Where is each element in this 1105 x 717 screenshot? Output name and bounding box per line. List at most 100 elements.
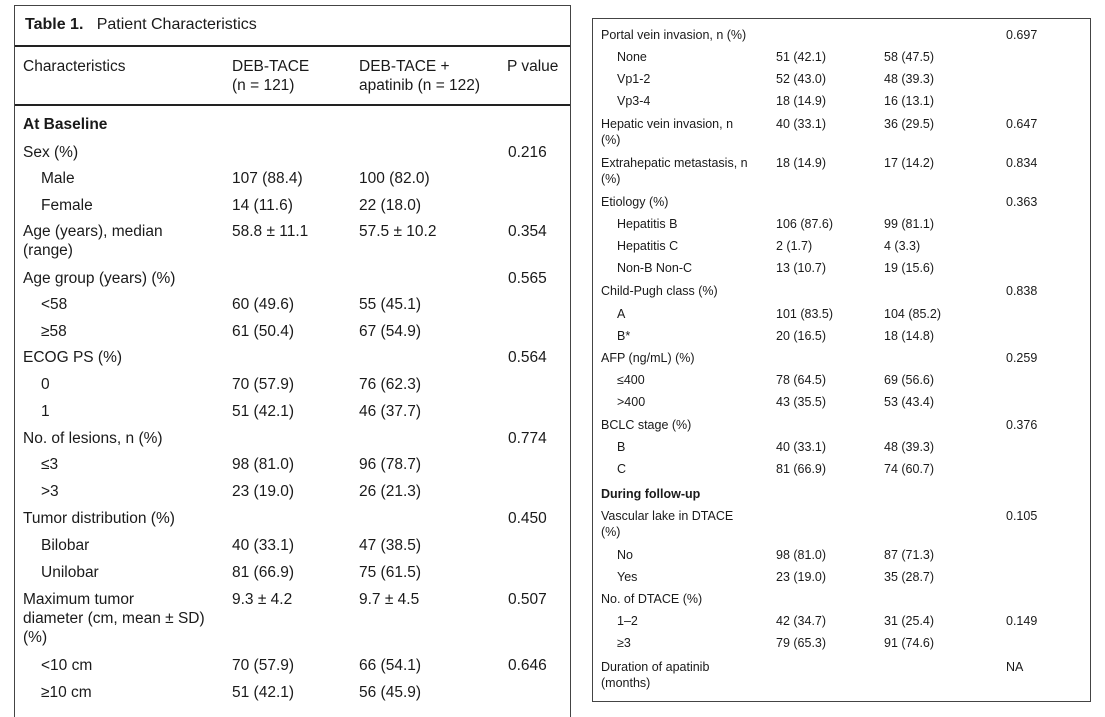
group2-value: 4 (3.3)	[884, 239, 921, 253]
row-label: (months)	[601, 676, 651, 690]
group1-value: 23 (19.0)	[232, 483, 295, 500]
row-label: 0	[41, 376, 50, 393]
row-label: (range)	[23, 242, 73, 259]
p-value: 0.565	[508, 270, 547, 287]
p-value: 0.834	[1006, 156, 1038, 170]
group2-value: 48 (39.3)	[884, 440, 935, 454]
table-left-panel: Table 1. Patient Characteristics Charact…	[14, 5, 571, 717]
row-label: Unilobar	[41, 564, 99, 581]
p-value: 0.376	[1006, 418, 1038, 432]
table-number: Table 1.	[25, 16, 84, 33]
header-group2-line2: apatinib (n = 122)	[359, 77, 481, 94]
group2-value: 91 (74.6)	[884, 636, 935, 650]
row-label: Vascular lake in DTACE	[601, 509, 734, 523]
row-label: Sex (%)	[23, 144, 79, 161]
p-value: 0.259	[1006, 351, 1038, 365]
group1-value: 70 (57.9)	[232, 657, 295, 674]
group2-value: 22 (18.0)	[359, 197, 422, 214]
p-value: 0.354	[508, 223, 547, 240]
header-rule	[15, 104, 570, 106]
row-label: Tumor distribution (%)	[23, 510, 175, 527]
group1-value: 14 (11.6)	[232, 197, 293, 214]
row-label: 1–2	[617, 614, 638, 628]
p-value: NA	[1006, 660, 1024, 674]
group1-value: 61 (50.4)	[232, 323, 295, 340]
row-label: Portal vein invasion, n (%)	[601, 28, 747, 42]
group2-value: 58 (47.5)	[884, 50, 935, 64]
header-pvalue: P value	[507, 58, 559, 75]
group2-value: 53 (43.4)	[884, 395, 935, 409]
row-label: Male	[41, 170, 75, 187]
group2-value: 69 (56.6)	[884, 373, 935, 387]
group1-value: 98 (81.0)	[776, 548, 827, 562]
group1-value: 20 (16.5)	[776, 329, 827, 343]
row-label: (%)	[601, 172, 621, 186]
group1-value: 98 (81.0)	[232, 456, 295, 473]
row-label: No. of DTACE (%)	[601, 592, 703, 606]
p-value: 0.774	[508, 430, 547, 447]
row-label: ECOG PS (%)	[23, 349, 123, 366]
group1-value: 78 (64.5)	[776, 373, 827, 387]
group1-value: 70 (57.9)	[232, 376, 295, 393]
group1-value: 106 (87.6)	[776, 217, 833, 231]
header-characteristics: Characteristics	[23, 58, 126, 75]
row-label: Female	[41, 197, 93, 214]
row-label: diameter (cm, mean ± SD)	[23, 610, 205, 627]
row-label: >3	[41, 483, 59, 500]
p-value: 0.838	[1006, 284, 1038, 298]
row-label: Bilobar	[41, 537, 90, 554]
table-right-panel: Portal vein invasion, n (%) 0.697 None 51 (…	[592, 18, 1091, 702]
row-label: ≥58	[41, 323, 67, 340]
row-label: B*	[617, 329, 631, 343]
group2-value: 47 (38.5)	[359, 537, 422, 554]
group2-value: 36 (29.5)	[884, 117, 935, 131]
group2-value: 19 (15.6)	[884, 261, 935, 275]
group1-value: 40 (33.1)	[776, 117, 827, 131]
group2-value: 46 (37.7)	[359, 403, 422, 420]
row-label: <10 cm	[41, 657, 93, 674]
p-value: 0.105	[1006, 509, 1038, 523]
row-label: No. of lesions, n (%)	[23, 430, 163, 447]
row-label: 1	[41, 403, 50, 420]
group1-value: 107 (88.4)	[232, 170, 303, 187]
group2-value: 87 (71.3)	[884, 548, 935, 562]
group1-value: 18 (14.9)	[776, 94, 827, 108]
row-label: Child-Pugh class (%)	[601, 284, 718, 298]
row-label: At Baseline	[23, 116, 108, 133]
group1-value: 40 (33.1)	[232, 537, 295, 554]
group2-value: 76 (62.3)	[359, 376, 422, 393]
row-label: A	[617, 307, 626, 321]
group2-value: 18 (14.8)	[884, 329, 935, 343]
group2-value: 17 (14.2)	[884, 156, 935, 170]
p-value: 0.646	[508, 657, 547, 674]
row-label: (%)	[601, 133, 621, 147]
group1-value: 79 (65.3)	[776, 636, 827, 650]
group1-value: 43 (35.5)	[776, 395, 827, 409]
row-label: (%)	[601, 525, 621, 539]
group1-value: 60 (49.6)	[232, 296, 295, 313]
group2-value: 26 (21.3)	[359, 483, 422, 500]
row-label: Hepatitis C	[617, 239, 679, 253]
row-label: Hepatitis B	[617, 217, 678, 231]
group1-value: 23 (19.0)	[776, 570, 827, 584]
p-value: 0.564	[508, 349, 547, 366]
group1-value: 9.3 ± 4.2	[232, 591, 293, 608]
group2-value: 104 (85.2)	[884, 307, 941, 321]
header-group1-line2: (n = 121)	[232, 77, 295, 94]
group2-value: 96 (78.7)	[359, 456, 422, 473]
row-label: (%)	[23, 629, 48, 646]
row-label: No	[617, 548, 633, 562]
row-label: ≥10 cm	[41, 684, 92, 701]
row-label: >400	[617, 395, 646, 409]
row-label: C	[617, 462, 627, 476]
p-value: 0.450	[508, 510, 547, 527]
group1-value: 81 (66.9)	[776, 462, 827, 476]
row-label: Age (years), median	[23, 223, 163, 240]
table-caption: Patient Characteristics	[96, 16, 257, 33]
row-label: AFP (ng/mL) (%)	[601, 351, 695, 365]
group2-value: 57.5 ± 10.2	[359, 223, 437, 240]
row-label: Vp3-4	[617, 94, 651, 108]
group2-value: 35 (28.7)	[884, 570, 935, 584]
row-label: Etiology (%)	[601, 195, 669, 209]
top-rule	[15, 45, 570, 47]
